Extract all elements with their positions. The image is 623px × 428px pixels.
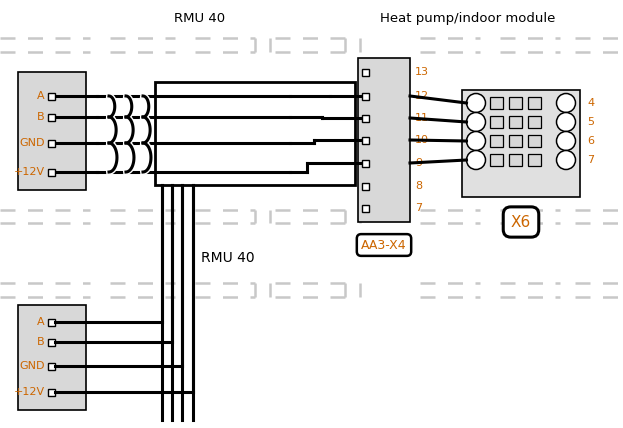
Circle shape [467, 113, 485, 131]
Text: GND: GND [19, 361, 45, 371]
Text: 6: 6 [587, 136, 594, 146]
Text: 11: 11 [415, 113, 429, 123]
Bar [509, 154, 522, 166]
Text: RMU 40: RMU 40 [201, 251, 255, 265]
Bar [48, 339, 55, 345]
Bar [18, 72, 86, 190]
Text: 4: 4 [587, 98, 594, 108]
Circle shape [467, 93, 485, 113]
Circle shape [467, 151, 485, 169]
Bar [48, 169, 55, 175]
Text: 13: 13 [415, 67, 429, 77]
Bar [48, 140, 55, 146]
Text: +12V: +12V [14, 167, 45, 177]
Text: GND: GND [19, 138, 45, 148]
Text: 8: 8 [415, 181, 422, 191]
Bar [528, 97, 541, 109]
Bar [509, 97, 522, 109]
Bar [155, 82, 355, 185]
Bar [48, 363, 55, 369]
Text: 9: 9 [415, 158, 422, 168]
Text: B: B [37, 337, 45, 347]
Bar [462, 90, 580, 197]
Text: 10: 10 [415, 135, 429, 145]
Bar [362, 137, 369, 143]
Bar [362, 115, 369, 122]
Circle shape [556, 131, 576, 151]
Circle shape [467, 131, 485, 151]
Text: A: A [37, 91, 45, 101]
Bar [490, 135, 503, 147]
Text: A: A [37, 317, 45, 327]
Bar [48, 92, 55, 99]
Bar [362, 205, 369, 211]
Circle shape [556, 151, 576, 169]
Bar [509, 135, 522, 147]
Bar [48, 113, 55, 121]
Bar [358, 58, 410, 222]
Text: X6: X6 [511, 214, 531, 229]
Bar [362, 68, 369, 75]
Bar [48, 389, 55, 395]
Text: RMU 40: RMU 40 [174, 12, 226, 25]
Bar [528, 135, 541, 147]
Bar [528, 154, 541, 166]
Circle shape [556, 93, 576, 113]
Text: Heat pump/indoor module: Heat pump/indoor module [380, 12, 556, 25]
Text: 5: 5 [587, 117, 594, 127]
Text: AA3-X4: AA3-X4 [361, 238, 407, 252]
Text: 7: 7 [415, 203, 422, 213]
Bar [528, 116, 541, 128]
Text: +12V: +12V [14, 387, 45, 397]
Circle shape [556, 113, 576, 131]
Bar [362, 160, 369, 166]
Bar [362, 182, 369, 190]
Bar [362, 92, 369, 99]
Text: B: B [37, 112, 45, 122]
Text: 7: 7 [587, 155, 594, 165]
Bar [490, 116, 503, 128]
Bar [48, 318, 55, 326]
Bar [490, 154, 503, 166]
Bar [509, 116, 522, 128]
Text: 12: 12 [415, 91, 429, 101]
Bar [18, 305, 86, 410]
Bar [490, 97, 503, 109]
